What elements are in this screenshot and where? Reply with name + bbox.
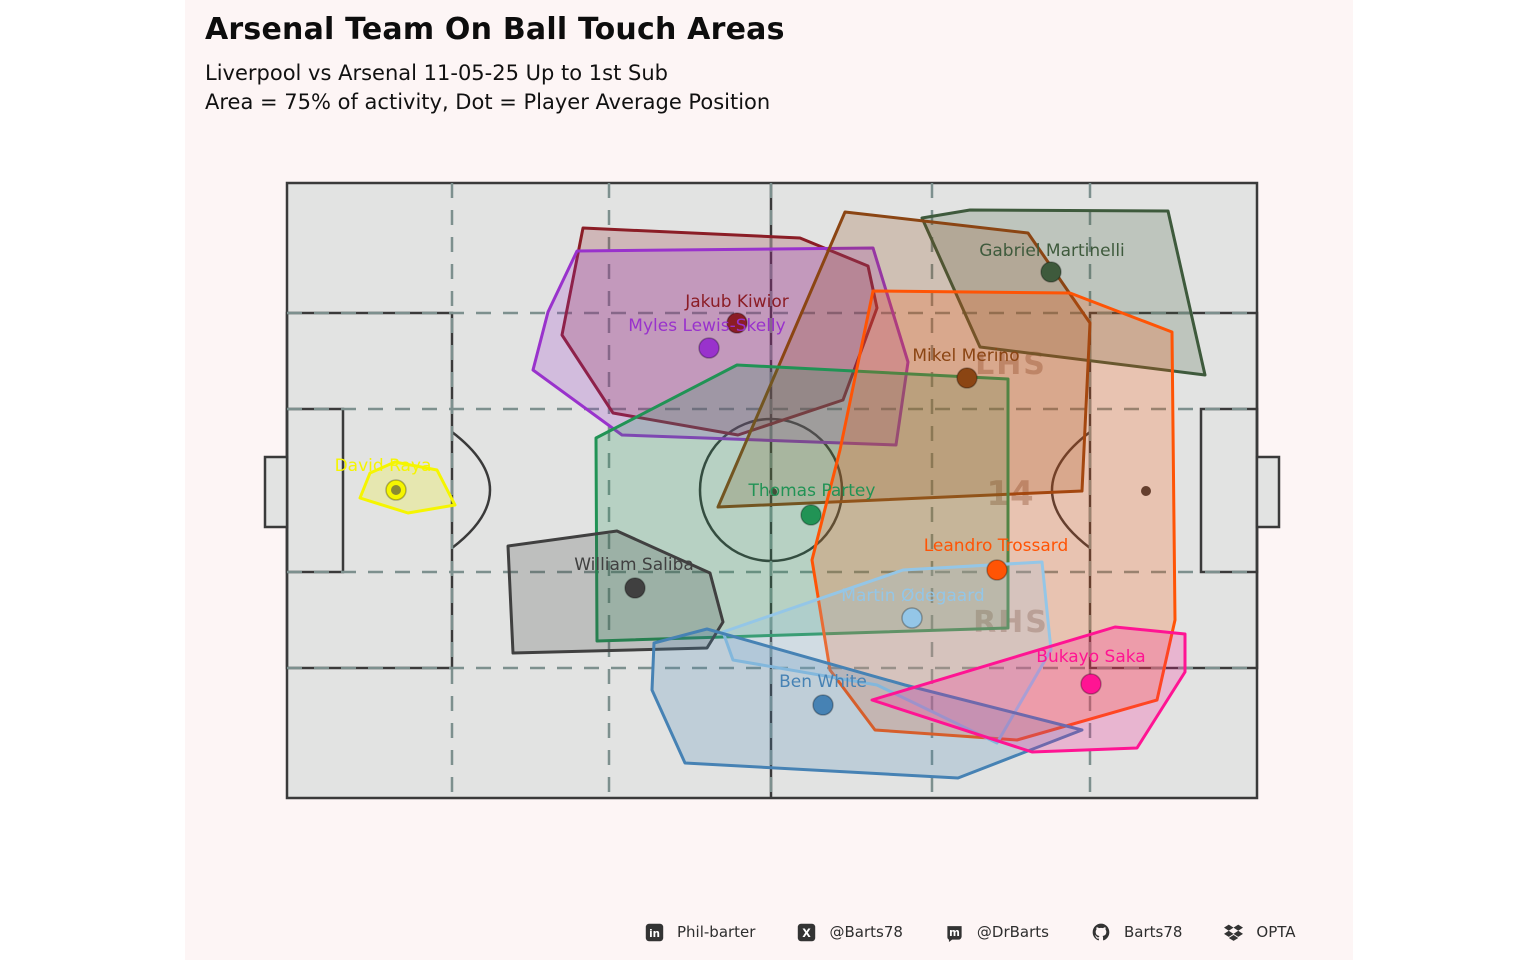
- thomas-partey-average-position-dot: [800, 504, 822, 526]
- player-dots: [385, 261, 1102, 716]
- ben-white-touch-area: [650, 627, 1084, 780]
- footer-label: OPTA: [1256, 923, 1296, 941]
- subtitle-match: Liverpool vs Arsenal 11-05-25 Up to 1st …: [205, 61, 668, 85]
- gabriel-martinelli-label: Gabriel Martinelli: [979, 241, 1125, 261]
- william-saliba-touch-area: [506, 529, 725, 655]
- gabriel-martinelli-average-position-dot: [1040, 261, 1062, 283]
- myles-lewis-skelly-label: Myles Lewis-Skelly: [628, 316, 785, 336]
- mastodon-icon: m: [945, 923, 964, 942]
- left-goal: [263, 455, 289, 529]
- william-saliba-average-position-dot: [624, 577, 646, 599]
- player-labels: Jakub Kiwior Myles Lewis-Skelly Gabriel Ma…: [335, 241, 1146, 692]
- bukayo-saka-label: Bukayo Saka: [1036, 647, 1145, 667]
- leandro-trossard-average-position-dot: [986, 559, 1008, 581]
- martin-odegaard-touch-area: [721, 560, 1053, 745]
- svg-text:m: m: [949, 927, 960, 939]
- footer-label: @DrBarts: [976, 923, 1049, 941]
- footer-item-x: X @Barts78: [797, 923, 903, 942]
- subtitle-legend: Area = 75% of activity, Dot = Player Ave…: [205, 90, 771, 114]
- svg-text:in: in: [649, 927, 660, 939]
- pitch-watermarks: LHS 14 RHS: [973, 347, 1049, 640]
- right-penalty-arc: [1050, 431, 1091, 549]
- svg-text:X: X: [803, 926, 812, 939]
- david-raya-touch-area: [358, 460, 457, 515]
- player-hulls: [358, 208, 1207, 780]
- leandro-trossard-touch-area: [810, 289, 1177, 742]
- mikel-merino-touch-area: [716, 210, 1092, 509]
- footer-credits: in Phil-barter X @Barts78 m @DrBarts Bar…: [645, 922, 1296, 942]
- x-icon: X: [797, 923, 816, 942]
- linkedin-icon: in: [645, 923, 664, 942]
- bukayo-saka-touch-area: [870, 625, 1187, 754]
- footer-item-mastodon: m @DrBarts: [945, 923, 1049, 942]
- mikel-merino-average-position-dot: [956, 367, 978, 389]
- mikel-merino-label: Mikel Merino: [912, 346, 1019, 366]
- dropbox-icon: [1224, 923, 1244, 942]
- footer-label: Phil-barter: [677, 923, 756, 941]
- positional-grid: [287, 183, 1257, 798]
- thomas-partey-label: Thomas Partey: [748, 481, 876, 501]
- footer-item-dropbox: OPTA: [1224, 923, 1296, 942]
- footer-item-github: Barts78: [1091, 922, 1182, 942]
- bukayo-saka-average-position-dot: [1080, 673, 1102, 695]
- william-saliba-label: William Saliba: [574, 555, 694, 575]
- myles-lewis-skelly-touch-area: [531, 246, 910, 447]
- left-penalty-arc: [451, 431, 492, 549]
- leandro-trossard-label: Leandro Trossard: [924, 536, 1069, 556]
- right-penalty-spot: [1141, 486, 1151, 496]
- footer-item-linkedin: in Phil-barter: [645, 923, 755, 942]
- martin-odegaard-label: Martin Ødegaard: [841, 586, 984, 606]
- github-icon: [1091, 922, 1111, 942]
- martin-odegaard-average-position-dot: [901, 607, 923, 629]
- footer-label: @Barts78: [829, 923, 903, 941]
- jakub-kiwior-average-position-dot: [726, 312, 748, 334]
- page-title: Arsenal Team On Ball Touch Areas: [205, 12, 785, 47]
- ben-white-average-position-dot: [812, 694, 834, 716]
- david-raya-label: David Raya: [335, 456, 432, 476]
- footer-label: Barts78: [1123, 923, 1183, 941]
- jakub-kiwior-label: Jakub Kiwior: [684, 292, 789, 312]
- myles-lewis-skelly-average-position-dot: [698, 337, 720, 359]
- ben-white-label: Ben White: [779, 672, 867, 692]
- watermark-rhs: RHS: [973, 605, 1049, 640]
- left-penalty-spot: [391, 485, 401, 495]
- right-goal: [1255, 455, 1281, 529]
